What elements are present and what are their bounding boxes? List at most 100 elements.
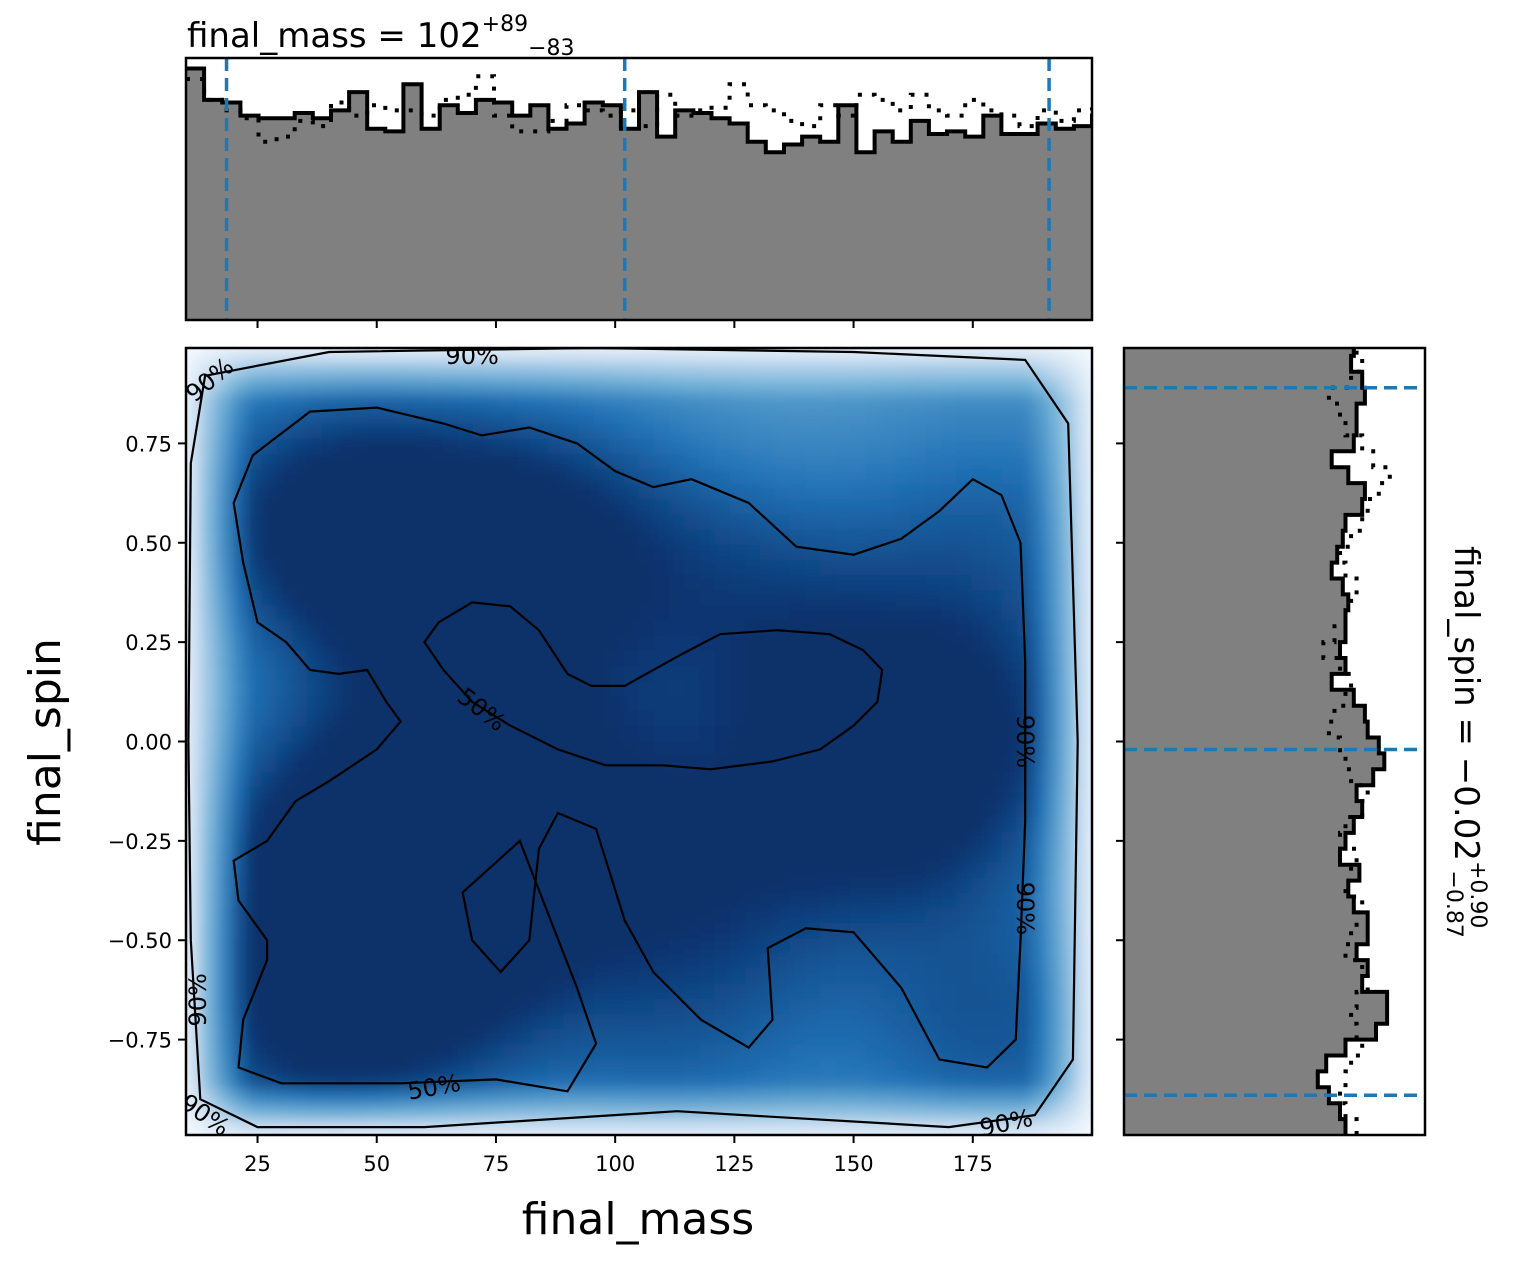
density-cell [442,726,459,743]
density-cell [563,1059,580,1076]
density-cell [654,907,670,924]
density-cell [669,696,686,713]
density-cell [805,423,821,440]
density-cell [669,953,686,970]
density-cell [472,514,489,531]
density-cell [956,907,972,924]
density-cell [397,1089,414,1106]
density-cell [941,1059,957,1076]
density-cell [201,650,217,667]
density-cell [835,741,852,758]
density-cell [578,938,595,955]
density-cell [412,680,429,697]
density-cell [759,1104,776,1121]
density-cell [563,680,580,697]
density-cell [457,635,474,652]
density-cell [533,559,550,576]
density-cell [563,529,580,546]
density-cell [910,771,927,788]
density-cell [563,907,580,924]
density-cell [714,968,731,985]
density-cell [669,1059,686,1076]
density-cell [714,877,731,894]
density-cell [774,968,791,985]
density-cell [835,590,852,607]
density-cell [986,1089,1003,1106]
density-cell [231,817,248,834]
density-cell [654,1059,670,1076]
density-cell [472,378,489,395]
density-cell [321,938,338,955]
density-cell [941,635,957,652]
density-cell [518,1119,535,1135]
density-cell [639,635,655,652]
density-cell [895,423,912,440]
density-cell [548,544,565,561]
density-cell [639,680,655,697]
density-cell [608,983,625,1000]
density-cell [608,923,625,940]
density-cell [518,1029,535,1045]
density-cell [850,786,867,803]
density-cell [186,1044,202,1061]
density-cell [759,1059,776,1076]
density-cell [503,438,519,455]
density-cell [488,953,504,970]
density-cell [820,832,837,849]
density-cell [654,1029,670,1045]
density-cell [1016,559,1033,576]
density-cell [261,559,278,576]
density-cell [895,771,912,788]
density-cell [382,938,399,955]
density-cell [895,953,912,970]
density-cell [684,665,701,682]
density-cell [1031,408,1048,425]
density-cell [1031,1089,1048,1106]
contour-label-group: 90% [1011,715,1039,768]
density-cell [956,484,972,501]
density-cell [427,423,444,440]
density-cell [231,998,248,1015]
density-cell [337,1104,353,1121]
density-cell [805,514,821,531]
contour-label: 90% [445,342,498,370]
density-cell [654,1074,670,1091]
density-cell [714,378,731,395]
density-cell [261,696,278,713]
density-cell [382,983,399,1000]
density-cell [654,348,670,364]
contour-90-percent [187,348,1079,1129]
density-cell [669,529,686,546]
density-cell [276,923,293,940]
density-cell [457,998,474,1015]
density-cell [352,696,368,713]
density-cell [805,847,821,864]
density-cell [578,393,595,410]
density-cell [412,998,429,1015]
density-cell [276,680,293,697]
density-cell [820,938,837,955]
density-cell [397,650,414,667]
density-cell [880,892,897,909]
density-cell [865,892,882,909]
density-cell [608,484,625,501]
density-cell [382,453,399,470]
density-cell [805,892,821,909]
density-cell [201,741,217,758]
density-cell [910,892,927,909]
density-cell [729,363,746,380]
density-cell [1076,499,1092,516]
density-cell [321,983,338,1000]
density-cell [774,620,791,637]
density-cell [669,802,686,818]
density-cell [910,680,927,697]
density-cell [548,635,565,652]
density-cell [805,529,821,546]
density-cell [1061,575,1078,591]
density-cell [593,575,610,591]
density-cell [820,953,837,970]
density-cell [684,983,701,1000]
density-cell [941,529,957,546]
density-cell [563,408,580,425]
density-cell [744,650,761,667]
